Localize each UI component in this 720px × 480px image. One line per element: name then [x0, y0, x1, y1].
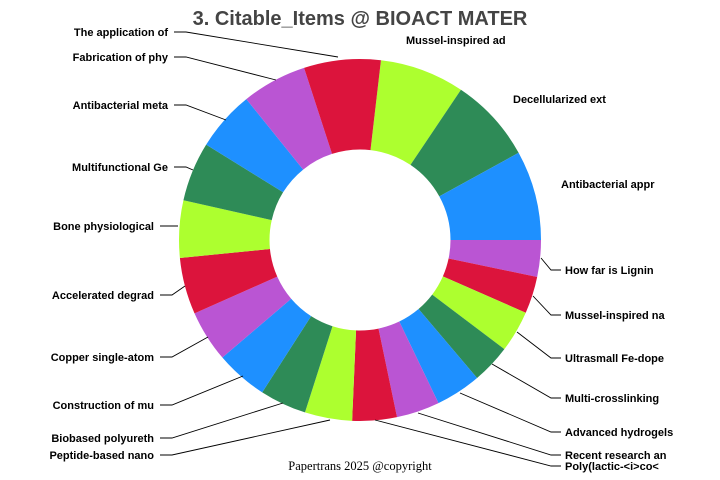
donut-slice[interactable] — [304, 59, 381, 154]
donut-slice[interactable] — [352, 328, 398, 421]
slice-label: Antibacterial appr — [561, 179, 655, 191]
leader-line — [374, 419, 561, 467]
slice-label: Mussel-inspired na — [565, 310, 666, 322]
slice-label: Poly(lactic-<i>co< — [565, 461, 659, 473]
slice-labels: Mussel-inspired ad Decellularized ext Anti… — [49, 27, 673, 473]
slice-label: Copper single-atom — [51, 352, 155, 364]
donut-slice[interactable] — [399, 309, 478, 404]
donut-slice[interactable] — [410, 89, 519, 197]
donut-slice[interactable] — [442, 258, 538, 313]
leader-line — [532, 295, 561, 316]
slice-label: Construction of mu — [53, 400, 154, 412]
leader-line — [174, 56, 277, 81]
slice-label: Fabrication of phy — [73, 52, 169, 64]
leader-line — [459, 392, 561, 433]
slice-label: Ultrasmall Fe-dope — [565, 353, 664, 365]
donut-slice[interactable] — [448, 240, 542, 278]
leader-line — [160, 285, 186, 296]
slice-label: Decellularized ext — [513, 94, 606, 106]
slice-label: Peptide-based nano — [49, 450, 154, 462]
slice-label: Advanced hydrogels — [565, 427, 673, 439]
leader-line — [491, 363, 561, 399]
leader-lines — [160, 31, 561, 467]
donut-slice[interactable] — [370, 60, 461, 165]
donut-slice[interactable] — [439, 152, 542, 240]
slice-label: Mussel-inspired ad — [406, 35, 506, 47]
slice-label: How far is Lignin — [565, 265, 654, 277]
donut-slice[interactable] — [179, 248, 278, 314]
leader-line — [160, 375, 244, 406]
leader-line — [174, 104, 227, 121]
slice-label: Bone physiological — [53, 221, 154, 233]
leader-line — [160, 336, 209, 358]
donut-slice[interactable] — [194, 276, 292, 358]
leader-line — [160, 419, 331, 456]
donut-slice[interactable] — [432, 276, 526, 350]
leader-line — [174, 31, 339, 58]
slice-label: Multifunctional Ge — [72, 162, 168, 174]
donut-slice[interactable] — [418, 294, 505, 379]
donut-slice[interactable] — [246, 67, 333, 170]
donut-slice[interactable] — [222, 298, 312, 393]
donut-slice[interactable] — [262, 316, 333, 413]
leader-line — [174, 166, 194, 171]
donut-slices — [179, 59, 542, 421]
chart-title: 3. Citable_Items @ BIOACT MATER — [193, 8, 528, 30]
donut-slice[interactable] — [206, 99, 304, 193]
leader-line — [516, 331, 561, 359]
slice-label: Recent research an — [565, 450, 667, 462]
leader-line — [417, 412, 561, 456]
slice-label: Biobased polyureth — [51, 433, 154, 445]
copyright-footer: Papertrans 2025 @copyright — [288, 459, 432, 473]
leader-line — [160, 402, 284, 439]
slice-label: Antibacterial meta — [73, 100, 169, 112]
slice-label: Multi-crosslinking — [565, 393, 659, 405]
donut-slice[interactable] — [183, 144, 284, 221]
donut-slice[interactable] — [304, 326, 357, 421]
slice-label: Accelerated degrad — [52, 290, 154, 302]
leader-line — [540, 257, 561, 271]
donut-slice[interactable] — [179, 200, 272, 258]
donut-slice[interactable] — [378, 321, 439, 418]
slice-label: The application of — [74, 27, 168, 39]
